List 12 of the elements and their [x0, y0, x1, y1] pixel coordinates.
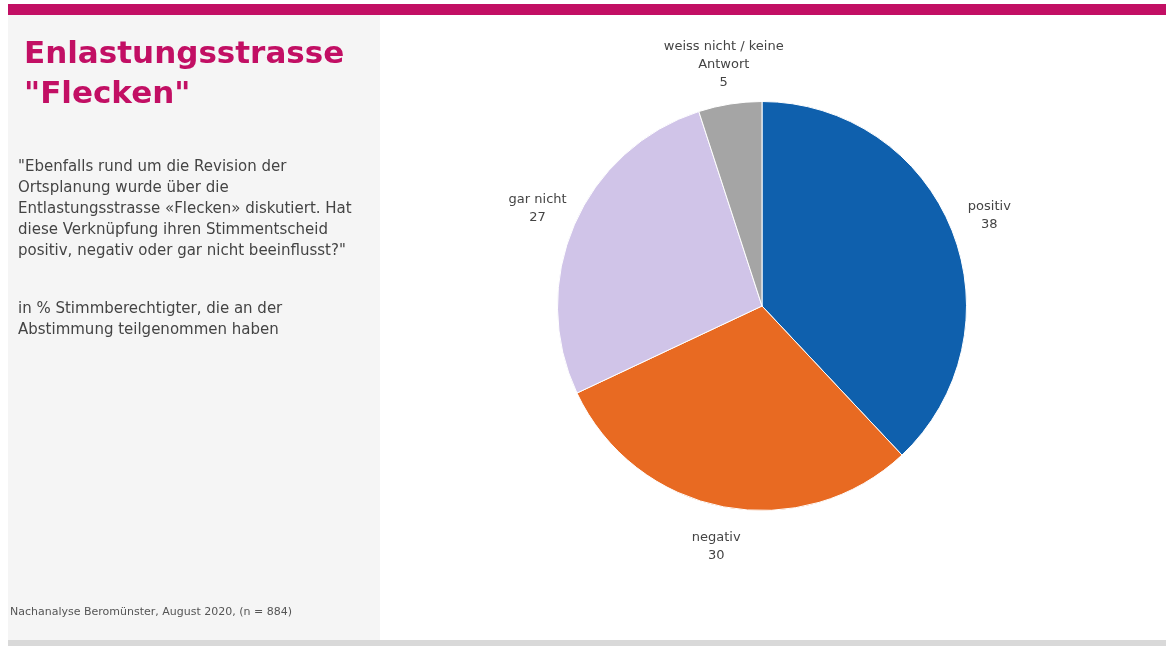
slice-label: negativ [691, 528, 741, 544]
slice-label: weiss nicht / keine Antwort [663, 37, 784, 71]
data-label: 27 [529, 209, 546, 225]
text: in % Stimmberechtigter, die an der Abstimmung teilgenommen haben [18, 298, 284, 340]
data-label: 5 [719, 73, 728, 89]
slice-label: gar nicht [508, 191, 567, 207]
data-label: 38 [981, 216, 998, 232]
text: "Ebenfalls rund um die Revision der Ortsplanung wurde über die Entlastungsstrasse «Flecken» diskutiert. Hat diese Verknüpfung ihren Stimmentscheid positiv, negativ oder gar nicht beeinflusst?" [18, 156, 353, 261]
text: Enlastungsstrasse "Flecken" [24, 33, 346, 112]
text: Nachanalyse Beromünster, August 2020, (n = 884) [10, 605, 294, 618]
slice-label: positiv [967, 198, 1012, 214]
data-label: 30 [707, 546, 725, 562]
